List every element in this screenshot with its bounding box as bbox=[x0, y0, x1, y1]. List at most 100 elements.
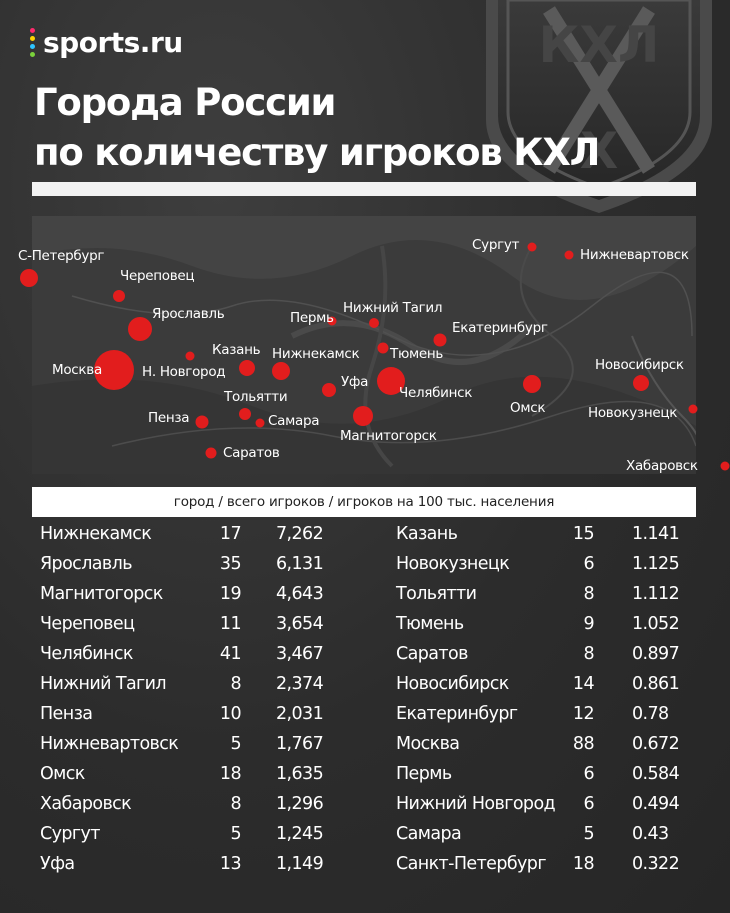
city-marker bbox=[327, 316, 337, 326]
cell-per100k: 3,467 bbox=[276, 644, 324, 664]
city-marker bbox=[20, 269, 38, 287]
cell-total: 35 bbox=[219, 554, 242, 574]
city-marker bbox=[369, 318, 379, 328]
cell-city: Саратов bbox=[396, 644, 468, 664]
cell-per100k: 4,643 bbox=[276, 584, 324, 604]
city-label: Н. Новгород bbox=[142, 364, 226, 380]
city-label: Челябинск bbox=[399, 385, 473, 401]
cell-total: 9 bbox=[583, 614, 594, 634]
cell-city: Омск bbox=[40, 764, 85, 784]
city-label: Самара bbox=[268, 413, 320, 429]
cell-total: 6 bbox=[583, 764, 594, 784]
table-row: Тольятти 8 1.112 bbox=[0, 584, 730, 614]
cell-city: Пенза bbox=[40, 704, 93, 724]
table-row: Санкт-Петербург 18 0.322 bbox=[0, 854, 730, 884]
city-label: Саратов bbox=[223, 445, 280, 461]
cell-total: 88 bbox=[572, 734, 595, 754]
city-marker bbox=[113, 290, 125, 302]
city-label: Хабаровск bbox=[626, 458, 698, 474]
cell-city: Санкт-Петербург bbox=[396, 854, 547, 874]
emblem-text-top: КХЛ bbox=[539, 16, 660, 74]
cell-city: Челябинск bbox=[40, 644, 133, 664]
cell-per100k: 0.78 bbox=[632, 704, 669, 724]
logo-dot bbox=[30, 51, 35, 57]
table-row: Тюмень 9 1.052 bbox=[0, 614, 730, 644]
cell-per100k: 0.43 bbox=[632, 824, 669, 844]
cell-city: Хабаровск bbox=[40, 794, 132, 814]
cell-city: Новокузнецк bbox=[396, 554, 510, 574]
table-row: Москва 88 0.672 bbox=[0, 734, 730, 764]
cell-per100k: 2,374 bbox=[276, 674, 324, 694]
city-marker bbox=[523, 375, 541, 393]
city-marker bbox=[239, 408, 251, 420]
table-row: Череповец 11 3,654 bbox=[0, 614, 730, 644]
map-terrain bbox=[32, 216, 696, 474]
city-label: Новокузнецк bbox=[588, 405, 678, 421]
cell-city: Тюмень bbox=[396, 614, 464, 634]
cell-per100k: 1.141 bbox=[632, 524, 680, 544]
cell-city: Пермь bbox=[396, 764, 452, 784]
logo-dot bbox=[30, 43, 35, 49]
cell-per100k: 0.494 bbox=[632, 794, 680, 814]
city-marker bbox=[377, 342, 389, 354]
cell-city: Череповец bbox=[40, 614, 135, 634]
emblem-text-bottom: Х bbox=[580, 122, 619, 180]
cell-total: 14 bbox=[572, 674, 595, 694]
title-underline bbox=[32, 182, 696, 196]
table-row: Хабаровск 8 1,296 bbox=[0, 794, 730, 824]
city-marker bbox=[255, 418, 265, 428]
table-row: Пермь 6 0.584 bbox=[0, 764, 730, 794]
cell-total: 5 bbox=[583, 824, 594, 844]
title-line-1: Города России bbox=[34, 81, 336, 124]
cell-city: Уфа bbox=[40, 854, 75, 874]
city-label: Новосибирск bbox=[595, 357, 684, 373]
cell-city: Нижний Новгород bbox=[396, 794, 556, 814]
city-marker bbox=[720, 461, 730, 471]
cell-total: 5 bbox=[230, 734, 241, 754]
city-marker bbox=[433, 333, 447, 347]
city-label: Тольятти bbox=[224, 389, 288, 405]
cell-total: 8 bbox=[230, 794, 241, 814]
cell-per100k: 0.322 bbox=[632, 854, 680, 874]
city-label: Пенза bbox=[148, 410, 190, 426]
cell-per100k: 3,654 bbox=[276, 614, 324, 634]
cell-city: Тольятти bbox=[396, 584, 477, 604]
city-label: Нижнекамск bbox=[272, 346, 360, 362]
table-header: город / всего игроков / игроков на 100 т… bbox=[32, 487, 696, 517]
table-row: Сургут 5 1,245 bbox=[0, 824, 730, 854]
table-row: Нижний Новгород 6 0.494 bbox=[0, 794, 730, 824]
cell-city: Екатеринбург bbox=[396, 704, 518, 724]
cell-total: 19 bbox=[219, 584, 242, 604]
russia-map: С-Петербург Череповец Ярославль Москва Н. Но… bbox=[18, 216, 730, 474]
table-row: Самара 5 0.43 bbox=[0, 824, 730, 854]
cell-per100k: 1,245 bbox=[276, 824, 324, 844]
cell-per100k: 0.672 bbox=[632, 734, 680, 754]
table-row: Пенза 10 2,031 bbox=[0, 704, 730, 734]
table-row: Саратов 8 0.897 bbox=[0, 644, 730, 674]
logo-text: sports.ru bbox=[43, 25, 183, 59]
city-label: Казань bbox=[212, 342, 261, 358]
cell-city: Казань bbox=[396, 524, 458, 544]
table-row: Новокузнецк 6 1.125 bbox=[0, 554, 730, 584]
city-marker bbox=[195, 415, 209, 429]
cell-per100k: 6,131 bbox=[276, 554, 324, 574]
cell-city: Москва bbox=[396, 734, 460, 754]
logo-dot bbox=[30, 35, 35, 41]
city-label: Магнитогорск bbox=[340, 428, 437, 444]
cell-total: 12 bbox=[572, 704, 595, 724]
city-label: Нижневартовск bbox=[580, 247, 689, 263]
table-row: Екатеринбург 12 0.78 bbox=[0, 704, 730, 734]
cell-city: Сургут bbox=[40, 824, 100, 844]
city-marker bbox=[688, 404, 698, 414]
city-marker bbox=[527, 242, 537, 252]
sports-ru-logo[interactable]: sports.ru bbox=[30, 22, 183, 62]
cell-per100k: 1,296 bbox=[276, 794, 324, 814]
cell-total: 13 bbox=[219, 854, 242, 874]
cell-city: Нижневартовск bbox=[40, 734, 179, 754]
cell-total: 11 bbox=[219, 614, 242, 634]
cell-city: Нижний Тагил bbox=[40, 674, 167, 694]
city-marker bbox=[353, 406, 373, 426]
cell-city: Самара bbox=[396, 824, 462, 844]
cell-per100k: 0.897 bbox=[632, 644, 680, 664]
cell-total: 18 bbox=[219, 764, 242, 784]
